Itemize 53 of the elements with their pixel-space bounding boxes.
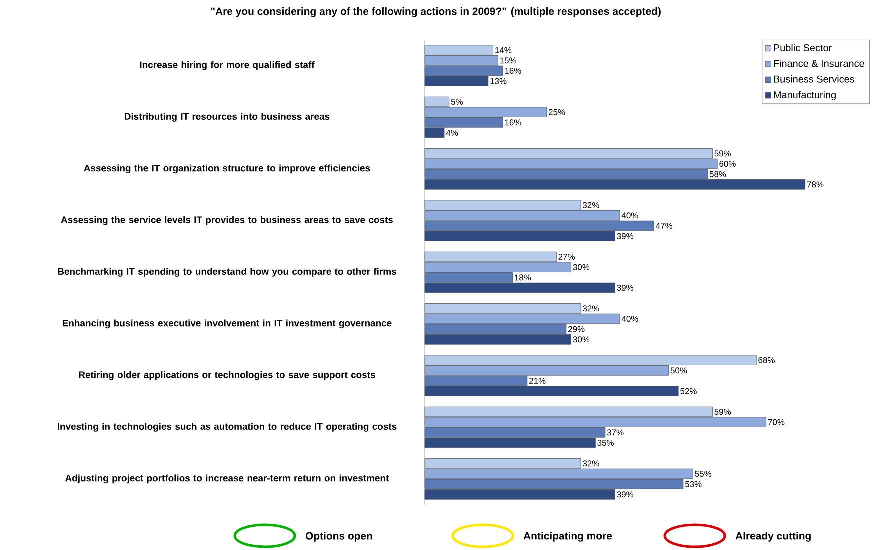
y-tick-label: Increase hiring for more qualified staff: [140, 61, 315, 70]
data-label: 47%: [656, 223, 673, 229]
data-label: 30%: [573, 336, 590, 343]
legend-label: Business Services: [774, 76, 854, 83]
chart-title: "Are you considering any of the following actions in 2009?" (multiple responses accepted): [211, 8, 661, 18]
data-label: 52%: [680, 388, 697, 394]
legend-label: Finance & Insurance: [774, 60, 864, 68]
legend-label: Manufacturing: [774, 91, 836, 101]
legend-label: Public Sector: [774, 44, 832, 52]
data-label: 50%: [670, 368, 688, 374]
data-label: 59%: [714, 409, 732, 415]
y-tick-label: Assessing the service levels IT provides to business areas to save costs: [61, 216, 394, 226]
data-label: 59%: [714, 150, 732, 157]
y-tick-label: Investing in technologies such as automation to reduce IT operating costs: [58, 423, 397, 432]
text: Options open: [306, 532, 372, 542]
data-label: 55%: [695, 471, 712, 477]
data-label: 32%: [583, 202, 600, 208]
data-label: 14%: [496, 47, 512, 54]
data-label: 39%: [617, 285, 634, 291]
y-tick-label: Benchmarking IT spending to understand how you compare to other firms: [58, 268, 396, 277]
text: Already cutting: [736, 532, 811, 542]
data-label: 29%: [568, 326, 585, 332]
data-label: 70%: [768, 419, 785, 426]
data-label: 40%: [622, 212, 638, 219]
text: Anticipating more: [524, 532, 612, 542]
data-label: 35%: [598, 440, 614, 446]
data-label: 40%: [622, 316, 638, 322]
data-label: 78%: [807, 182, 824, 188]
data-label: 32%: [583, 306, 600, 312]
data-label: 16%: [505, 68, 522, 74]
data-label: 16%: [505, 120, 522, 126]
y-tick-label: Distributing IT resources into business areas: [125, 113, 330, 122]
data-label: 37%: [607, 430, 624, 436]
y-tick-label: Enhancing business executive involvement in IT investment governance: [62, 320, 392, 329]
data-label: 5%: [451, 99, 464, 105]
data-label: 25%: [549, 109, 566, 116]
data-label: 60%: [720, 161, 736, 167]
data-label: 68%: [758, 357, 775, 364]
data-label: 27%: [558, 254, 575, 260]
data-label: 15%: [500, 58, 516, 64]
data-label: 13%: [490, 78, 507, 84]
data-label: 39%: [617, 233, 634, 240]
data-label: 4%: [446, 130, 458, 136]
y-tick-label: Retiring older applications or technologies to save support costs: [79, 371, 376, 380]
data-label: 21%: [530, 378, 546, 384]
y-tick-label: Assessing the IT organization structure to improve efficiencies: [84, 164, 370, 174]
data-label: 30%: [573, 264, 590, 270]
data-label: 39%: [617, 492, 634, 498]
data-label: 58%: [710, 171, 726, 178]
data-label: 18%: [515, 274, 532, 281]
y-tick-label: Adjusting project portfolios to increase near-term return on investment: [65, 474, 390, 484]
data-label: 53%: [685, 481, 702, 488]
data-label: 32%: [583, 460, 600, 467]
